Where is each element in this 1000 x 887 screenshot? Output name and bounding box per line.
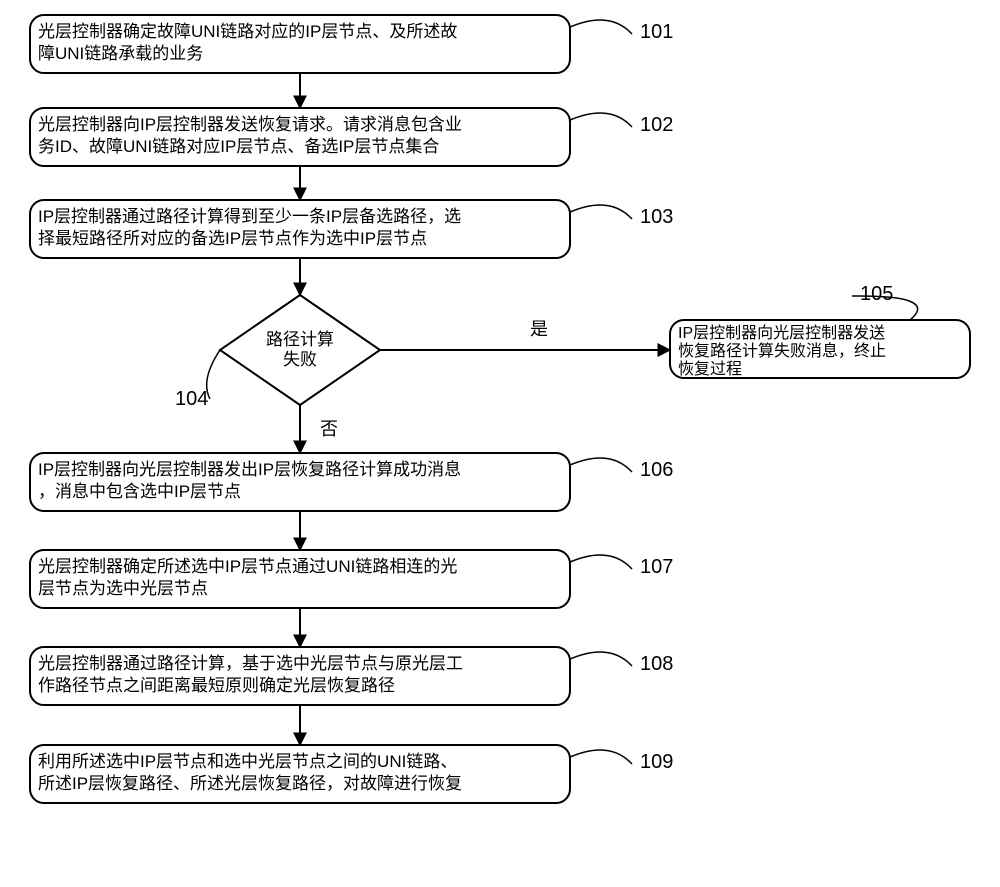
step-text: 利用所述选中IP层节点和选中光层节点之间的UNI链路、: [38, 752, 457, 771]
step-text: 务ID、故障UNI链路对应IP层节点、备选IP层节点集合: [38, 137, 439, 156]
label-connector: [570, 20, 632, 34]
label-connector: [570, 113, 632, 127]
flow-step-105: IP层控制器向光层控制器发送恢复路径计算失败消息，终止恢复过程 105: [670, 283, 970, 378]
step-text: IP层控制器向光层控制器发送: [678, 324, 885, 342]
step-label: 107: [640, 556, 673, 578]
step-label: 102: [640, 114, 673, 136]
step-label: 103: [640, 206, 673, 228]
step-label: 101: [640, 21, 673, 43]
step-text: 恢复路径计算失败消息，终止: [678, 341, 886, 360]
step-label: 105: [860, 283, 893, 305]
decision-text: 路径计算: [266, 330, 334, 349]
label-connector: [570, 458, 632, 472]
decision-label: 104: [175, 388, 208, 410]
step-text: 择最短路径所对应的备选IP层节点作为选中IP层节点: [38, 229, 427, 248]
decision-104: 路径计算失败 104 是否: [175, 295, 548, 439]
step-text: 所述IP层恢复路径、所述光层恢复路径，对故障进行恢复: [38, 774, 462, 793]
branch-yes: 是: [530, 319, 548, 339]
label-connector: [570, 750, 632, 764]
step-text: ，消息中包含选中IP层节点: [38, 482, 241, 501]
decision-text: 失败: [283, 350, 317, 369]
step-label: 109: [640, 751, 673, 773]
label-connector: [570, 652, 632, 666]
step-text: 作路径节点之间距离最短原则确定光层恢复路径: [38, 676, 395, 695]
step-text: 层节点为选中光层节点: [38, 579, 208, 598]
step-text: 恢复过程: [678, 360, 742, 378]
branch-no: 否: [320, 419, 338, 439]
label-connector: [570, 555, 632, 569]
step-text: 光层控制器通过路径计算，基于选中光层节点与原光层工: [38, 654, 463, 673]
step-text: 光层控制器确定所述选中IP层节点通过UNI链路相连的光: [38, 557, 457, 576]
label-connector: [570, 205, 632, 219]
step-text: IP层控制器通过路径计算得到至少一条IP层备选路径，选: [38, 207, 461, 226]
step-text: 光层控制器确定故障UNI链路对应的IP层节点、及所述故: [38, 22, 457, 41]
step-text: IP层控制器向光层控制器发出IP层恢复路径计算成功消息: [38, 460, 461, 479]
step-text: 障UNI链路承载的业务: [38, 44, 203, 63]
step-label: 108: [640, 653, 673, 675]
step-text: 光层控制器向IP层控制器发送恢复请求。请求消息包含业: [38, 115, 462, 134]
step-label: 106: [640, 459, 673, 481]
